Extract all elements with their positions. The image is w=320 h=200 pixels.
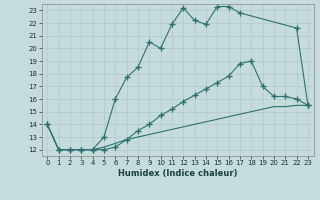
X-axis label: Humidex (Indice chaleur): Humidex (Indice chaleur) [118,169,237,178]
